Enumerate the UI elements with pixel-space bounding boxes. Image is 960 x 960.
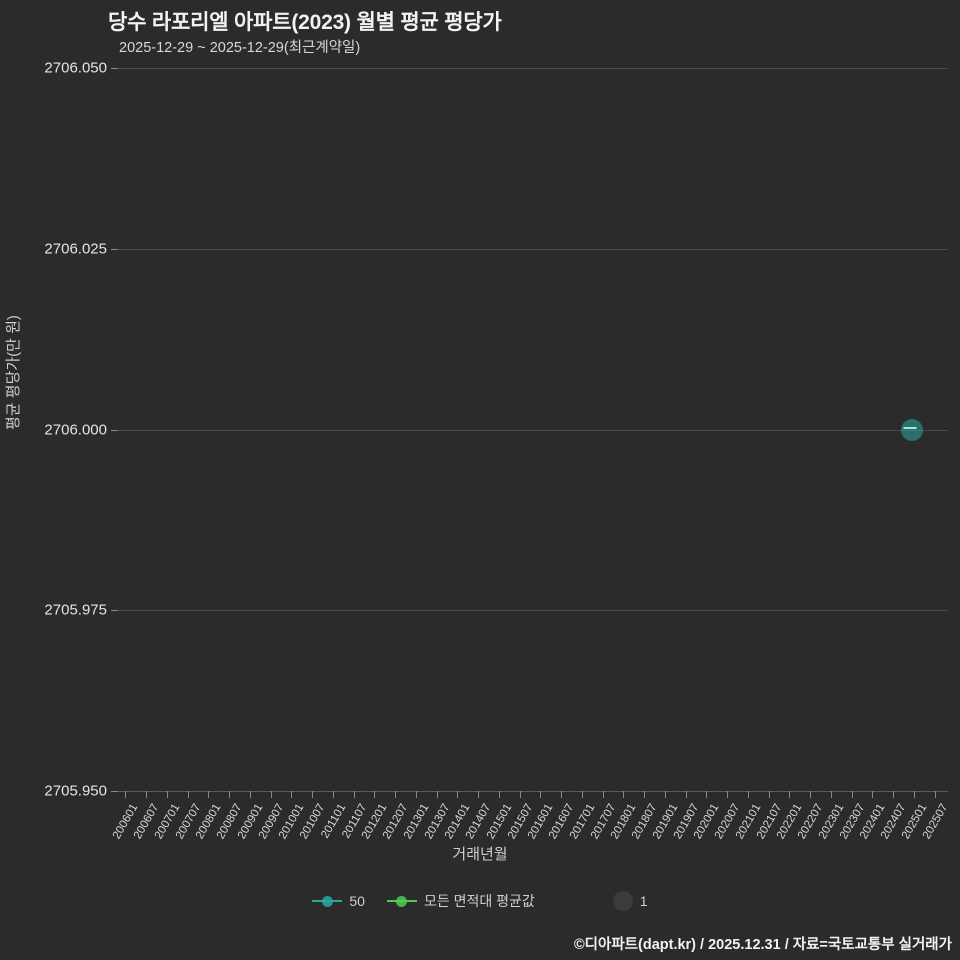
x-tick-mark — [623, 791, 625, 798]
y-tick-mark — [111, 68, 118, 69]
legend-line-icon — [312, 895, 343, 907]
x-tick-mark — [644, 791, 646, 798]
data-point-marker — [903, 426, 917, 429]
x-tick-mark — [789, 791, 791, 798]
x-tick-mark — [395, 791, 397, 798]
plot-area: 2705.950 2705.975 2706.000 2706.025 2706.050… — [44, 60, 950, 842]
x-tick-mark — [457, 791, 459, 798]
y-axis-title: 평균 평당가(만 원) — [5, 315, 22, 430]
y-tick-label: 2705.950 — [44, 782, 107, 800]
legend-item[interactable]: 모든 면적대 평균값 — [386, 891, 535, 911]
x-axis-line — [118, 791, 948, 792]
legend-item[interactable]: 1 — [612, 891, 648, 911]
x-tick-mark — [519, 791, 521, 798]
y-tick-mark — [111, 248, 118, 250]
y-tick-mark — [111, 610, 118, 612]
legend-line-icon — [386, 895, 417, 907]
legend-circle-icon — [612, 891, 633, 911]
legend-label: 50 — [349, 893, 365, 909]
gridline — [118, 248, 948, 250]
x-tick-mark — [125, 791, 127, 798]
x-tick-mark — [830, 791, 832, 798]
footer-credit: ©디아파트(dapt.kr) / 2025.12.31 / 자료=국토교통부 실… — [573, 937, 952, 953]
x-tick-mark — [747, 791, 749, 798]
x-tick-mark — [146, 791, 148, 798]
x-tick-mark — [291, 791, 293, 798]
x-tick-mark — [478, 791, 480, 798]
x-tick-mark — [208, 791, 210, 798]
footer-bar: ©디아파트(dapt.kr) / 2025.12.31 / 자료=국토교통부 실… — [0, 930, 960, 960]
gridline — [118, 610, 948, 612]
x-tick-mark — [374, 791, 376, 798]
legend-label: 모든 면적대 평균값 — [423, 893, 535, 909]
x-tick-mark — [727, 791, 729, 798]
x-tick-mark — [581, 791, 583, 798]
x-tick-mark — [229, 791, 231, 798]
chart-legend: 50 모든 면적대 평균값 1 — [0, 891, 960, 911]
x-tick-mark — [872, 791, 874, 798]
legend-label: 1 — [639, 893, 648, 909]
x-tick-mark — [561, 791, 563, 798]
gridline — [118, 429, 948, 431]
x-tick-mark — [706, 791, 708, 798]
x-tick-mark — [249, 791, 251, 798]
x-tick-mark — [436, 791, 438, 798]
x-tick-mark — [540, 791, 542, 798]
x-tick-mark — [166, 791, 168, 798]
x-tick-mark — [270, 791, 272, 798]
x-tick-mark — [913, 791, 915, 798]
x-axis-title: 거래년월 — [452, 846, 508, 863]
gridline — [118, 68, 948, 69]
x-tick-mark — [187, 791, 189, 798]
x-tick-mark — [664, 791, 666, 798]
chart-subtitle: 2025-12-29 ~ 2025-12-29(최근계약일) — [119, 40, 361, 56]
y-tick-label: 2705.975 — [44, 601, 107, 619]
x-tick-mark — [768, 791, 770, 798]
legend-item[interactable]: 50 — [312, 893, 365, 909]
x-tick-mark — [353, 791, 355, 798]
chart-title: 당수 라포리엘 아파트(2023) 월별 평균 평당가 — [108, 11, 502, 34]
y-tick-label: 2706.050 — [44, 59, 107, 77]
x-tick-mark — [893, 791, 895, 798]
x-tick-mark — [851, 791, 853, 798]
x-tick-mark — [312, 791, 314, 798]
y-tick-mark — [111, 791, 118, 792]
x-tick-mark — [602, 791, 604, 798]
data-point[interactable] — [901, 418, 923, 441]
y-tick-label: 2706.025 — [44, 240, 107, 258]
y-tick-label: 2706.000 — [44, 421, 107, 438]
x-tick-mark — [810, 791, 812, 798]
x-tick-mark — [685, 791, 687, 798]
x-tick-mark — [415, 791, 417, 798]
x-tick-mark — [934, 791, 936, 798]
x-tick-mark — [332, 791, 334, 798]
y-tick-mark — [111, 429, 118, 431]
x-tick-mark — [498, 791, 500, 798]
